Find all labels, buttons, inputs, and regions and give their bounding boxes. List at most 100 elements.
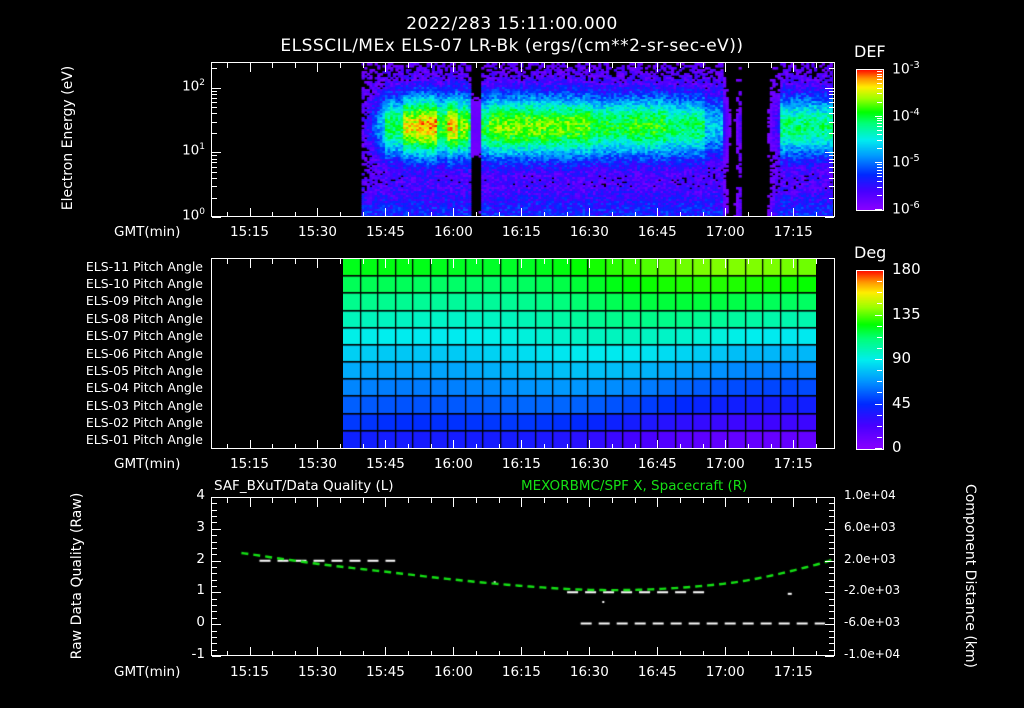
panel3-ytick-mark (212, 586, 217, 587)
x-tick-mark (816, 651, 817, 656)
x-tick-mark (657, 208, 658, 217)
def-colorbar-minor-tick (877, 79, 882, 80)
panel3-left-tick-4: 0 (196, 614, 205, 631)
x-tick-mark (703, 259, 704, 264)
x-tick-mark (544, 498, 545, 503)
def-colorbar-minor-tick (877, 74, 882, 75)
x-tick-mark (589, 647, 590, 656)
xtick-panel2-5: 16:30 (569, 456, 609, 472)
panel1-ytick-mark (829, 113, 834, 114)
def-colorbar-minor-tick (877, 102, 882, 103)
x-tick-mark (635, 259, 636, 264)
x-tick-mark (521, 440, 522, 449)
panel1-ytick-mark (212, 133, 217, 134)
x-tick-mark (363, 259, 364, 264)
x-tick-mark (385, 63, 386, 72)
panel1-ytick-mark (829, 172, 834, 173)
x-tick-mark (453, 647, 454, 656)
panel1-ytick-mark (825, 217, 834, 218)
panel1-ytick-mark (212, 167, 217, 168)
x-tick-mark (408, 498, 409, 503)
x-tick-mark (227, 498, 228, 503)
x-tick-mark (453, 498, 454, 507)
panel1-ytick-0: 100 (182, 207, 205, 224)
deg-colorbar-minor-tick (877, 292, 882, 293)
x-tick-mark (703, 212, 704, 217)
xtick-panel3-4: 16:15 (501, 664, 541, 680)
x-tick-mark (453, 208, 454, 217)
panel3-ytick-mark (212, 561, 221, 562)
x-tick-mark (816, 212, 817, 217)
deg-colorbar-tick-4: 180 (892, 260, 921, 278)
x-tick-mark (680, 498, 681, 503)
x-tick-mark (295, 212, 296, 217)
page-subtitle: ELSSCIL/MEx ELS-07 LR-Bk (ergs/(cm**2-sr… (280, 36, 744, 56)
panel3-ytick-mark (829, 516, 834, 517)
x-tick-mark (340, 498, 341, 503)
x-tick-mark (340, 259, 341, 264)
def-colorbar-minor-tick (877, 126, 882, 127)
def-colorbar-minor-tick (877, 120, 882, 121)
x-tick-mark (657, 259, 658, 268)
x-tick-mark (453, 63, 454, 72)
panel3-ytick-mark (212, 618, 217, 619)
def-colorbar-minor-tick (877, 181, 882, 182)
def-colorbar-minor-tick (877, 130, 882, 131)
xtick-panel3-7: 17:00 (705, 664, 745, 680)
deg-colorbar-minor-tick (877, 270, 882, 271)
x-tick-mark (725, 208, 726, 217)
x-tick-mark (521, 63, 522, 72)
def-colorbar-minor-tick (877, 176, 882, 177)
x-tick-mark (408, 651, 409, 656)
x-tick-mark (567, 498, 568, 503)
panel3-ytick-mark (212, 656, 221, 657)
x-tick-mark (250, 498, 251, 507)
x-tick-mark (771, 651, 772, 656)
panel1-ytick-mark (829, 122, 834, 123)
x-tick-mark (612, 212, 613, 217)
pitch-angle-row-label-5: ELS-05 Pitch Angle (85, 362, 203, 378)
deg-colorbar-minor-tick (877, 426, 882, 427)
x-tick-mark (521, 498, 522, 507)
panel3-ytick-mark (212, 516, 217, 517)
xtick-panel1-1: 15:30 (298, 224, 337, 240)
def-colorbar-minor-tick (877, 140, 882, 141)
pitch-angle-heatmap (343, 259, 816, 448)
def-colorbar-tick-3: 10-3 (892, 60, 920, 78)
def-colorbar-minor-tick (877, 164, 882, 165)
deg-colorbar-tick-2: 90 (892, 349, 912, 367)
panel1-ytick-mark (829, 98, 834, 99)
panel1-ytick-mark (212, 102, 217, 103)
x-tick-mark (272, 259, 273, 264)
x-tick-mark (567, 651, 568, 656)
panel3-ytick-mark (212, 554, 217, 555)
x-tick-mark (657, 63, 658, 72)
x-tick-mark (544, 63, 545, 68)
x-tick-mark (363, 63, 364, 68)
panel1-ytick-mark (829, 162, 834, 163)
panel1-ytick-mark (212, 113, 217, 114)
x-tick-mark (499, 498, 500, 503)
def-colorbar-minor-tick (877, 173, 882, 174)
x-tick-mark (703, 651, 704, 656)
panel3-right-series-title: MEXORBMC/SPF X, Spacecraft (R) (521, 478, 748, 494)
x-tick-mark (431, 498, 432, 503)
pitch-angle-row-label-1: ELS-01 Pitch Angle (85, 432, 203, 448)
x-tick-mark (703, 498, 704, 503)
x-tick-mark (408, 63, 409, 68)
panel3-ytick-mark (829, 631, 834, 632)
panel3-ytick-mark (212, 573, 217, 574)
pitch-angle-row-label-8: ELS-08 Pitch Angle (85, 310, 203, 326)
panel3-ytick-mark (829, 605, 834, 606)
panel3-right-axis-label: Component Distance (km) (962, 483, 978, 669)
x-tick-mark (363, 651, 364, 656)
x-tick-mark (635, 498, 636, 503)
panel3-right-tick-1: 6.0e+03 (844, 519, 896, 534)
panel1-ytick-mark (825, 152, 834, 153)
panel3-ytick-mark (829, 542, 834, 543)
def-colorbar-minor-tick (877, 123, 882, 124)
xtick-panel2-6: 16:45 (637, 456, 677, 472)
x-tick-mark (816, 444, 817, 449)
panel3-ytick-mark (829, 522, 834, 523)
x-tick-mark (521, 208, 522, 217)
